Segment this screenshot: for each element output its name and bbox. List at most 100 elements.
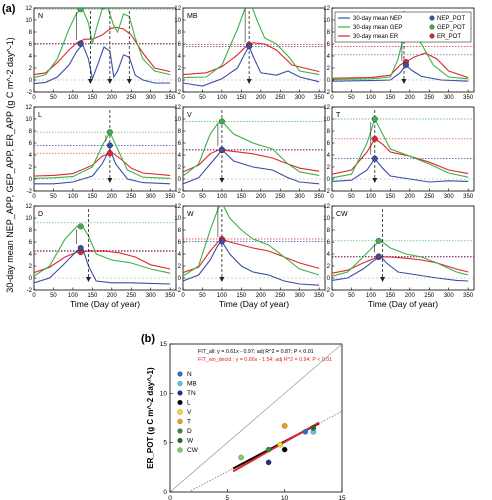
marker-gep-pot xyxy=(77,8,84,13)
point-t xyxy=(281,423,288,429)
y-tick-label: 2 xyxy=(178,66,182,72)
series-er xyxy=(34,250,171,274)
x-tick-label: 250 xyxy=(275,194,286,200)
y-tick-label: 10 xyxy=(25,117,32,123)
legend-entry: N xyxy=(187,371,192,378)
y-tick-label: 6 xyxy=(29,42,33,48)
point-d xyxy=(265,446,272,453)
legend-marker xyxy=(177,399,183,406)
y-tick-label: -2 xyxy=(325,189,331,195)
y-tick-label: 10 xyxy=(323,117,330,123)
y-tick-label: 0 xyxy=(178,177,182,183)
x-tick-label: 100 xyxy=(217,293,228,299)
marker-nep-pot xyxy=(371,155,378,162)
y-tick-label: 6 xyxy=(29,141,33,147)
series-nep xyxy=(183,240,320,286)
x-tick-label: 300 xyxy=(444,95,455,101)
series-nep xyxy=(34,147,171,185)
x-tick-label: 300 xyxy=(146,293,157,299)
site-label: N xyxy=(38,13,43,20)
y-tick-label: 6 xyxy=(327,141,331,147)
y-axis-label: ER_POT (g C m^-2 day^-1) xyxy=(146,367,155,469)
x-tick-label: 100 xyxy=(68,293,79,299)
x-tick-label: 300 xyxy=(146,95,157,101)
y-tick-label: 15 xyxy=(160,341,168,348)
y-axis-label-a: 30-day mean NEP_APP, GEP_APP, ER_APP (g … xyxy=(5,37,15,293)
marker-nep-pot xyxy=(218,146,225,153)
series-er xyxy=(332,138,469,175)
legend-entry: W xyxy=(187,438,194,445)
y-tick-label: 8 xyxy=(178,30,182,36)
y-tick-label: 10 xyxy=(174,216,181,222)
x-tick-label: 10 xyxy=(281,495,289,500)
panel-frame xyxy=(33,106,177,192)
y-tick-label: 2 xyxy=(327,264,331,270)
x-tick-label: 250 xyxy=(126,293,137,299)
y-tick-label: 4 xyxy=(327,153,331,159)
point-n xyxy=(302,429,309,435)
y-tick-label: 2 xyxy=(178,264,182,270)
y-tick-label: 6 xyxy=(327,240,331,246)
y-tick-label: 10 xyxy=(25,216,32,222)
x-tick-label: 15 xyxy=(338,495,346,500)
panel-frame xyxy=(33,205,177,291)
event-arrow-head xyxy=(246,79,252,84)
x-tick-label: 150 xyxy=(385,95,396,101)
x-tick-label: 150 xyxy=(236,293,247,299)
series-nep xyxy=(332,255,469,282)
legend-marker xyxy=(177,371,183,377)
legend-entry: CW xyxy=(187,447,199,454)
x-tick-label: 100 xyxy=(217,95,228,101)
y-tick-label: 10 xyxy=(323,216,330,222)
x-tick-label: 300 xyxy=(444,194,455,200)
x-tick-label: 350 xyxy=(314,194,325,200)
one-to-one-line xyxy=(169,343,343,493)
x-tick-label: 150 xyxy=(87,95,98,101)
marker-nep-pot xyxy=(218,238,225,245)
x-tick-label: 250 xyxy=(126,95,137,101)
legend-entry: T xyxy=(187,419,191,426)
y-tick-label: 10 xyxy=(174,18,181,24)
x-tick-label: 0 xyxy=(32,194,36,200)
point-v xyxy=(277,441,283,448)
marker-gep-pot xyxy=(219,200,225,206)
y-tick-label: 10 xyxy=(160,390,168,397)
y-tick-label: 2 xyxy=(327,66,331,72)
x-tick-label: 200 xyxy=(256,293,267,299)
y-tick-label: 4 xyxy=(327,252,331,258)
x-tick-label: 0 xyxy=(181,95,185,101)
y-tick-label: 12 xyxy=(25,204,32,210)
x-tick-label: 350 xyxy=(165,194,176,200)
x-tick-label: 200 xyxy=(107,194,118,200)
y-tick-label: 4 xyxy=(29,153,33,159)
y-tick-label: 0 xyxy=(327,276,331,282)
y-tick-label: 0 xyxy=(29,78,33,84)
y-tick-label: 0 xyxy=(178,276,182,282)
x-tick-label: 200 xyxy=(107,293,118,299)
x-tick-label: 150 xyxy=(87,293,98,299)
x-tick-label: 100 xyxy=(366,194,377,200)
legend-entry: 30-day mean GEP xyxy=(353,25,402,31)
site-label: T xyxy=(336,112,341,119)
x-tick-label: 300 xyxy=(444,293,455,299)
y-tick-label: 10 xyxy=(323,18,330,24)
x-tick-label: 50 xyxy=(50,194,57,200)
legend-entry: NEP_POT xyxy=(437,16,465,22)
y-tick-label: 2 xyxy=(29,66,33,72)
legend-entry: V xyxy=(187,409,192,416)
y-tick-label: -2 xyxy=(176,288,182,294)
x-tick-label: 250 xyxy=(424,95,435,101)
point-tn xyxy=(265,459,272,466)
event-arrow-head xyxy=(85,277,91,282)
y-tick-label: 8 xyxy=(29,129,33,135)
x-axis-label: Time (Day of year) xyxy=(219,299,289,309)
x-tick-label: 350 xyxy=(463,194,474,200)
x-tick-label: 350 xyxy=(463,293,474,299)
point-l xyxy=(281,446,288,453)
x-tick-label: 100 xyxy=(366,293,377,299)
marker-nep-pot xyxy=(77,41,84,48)
